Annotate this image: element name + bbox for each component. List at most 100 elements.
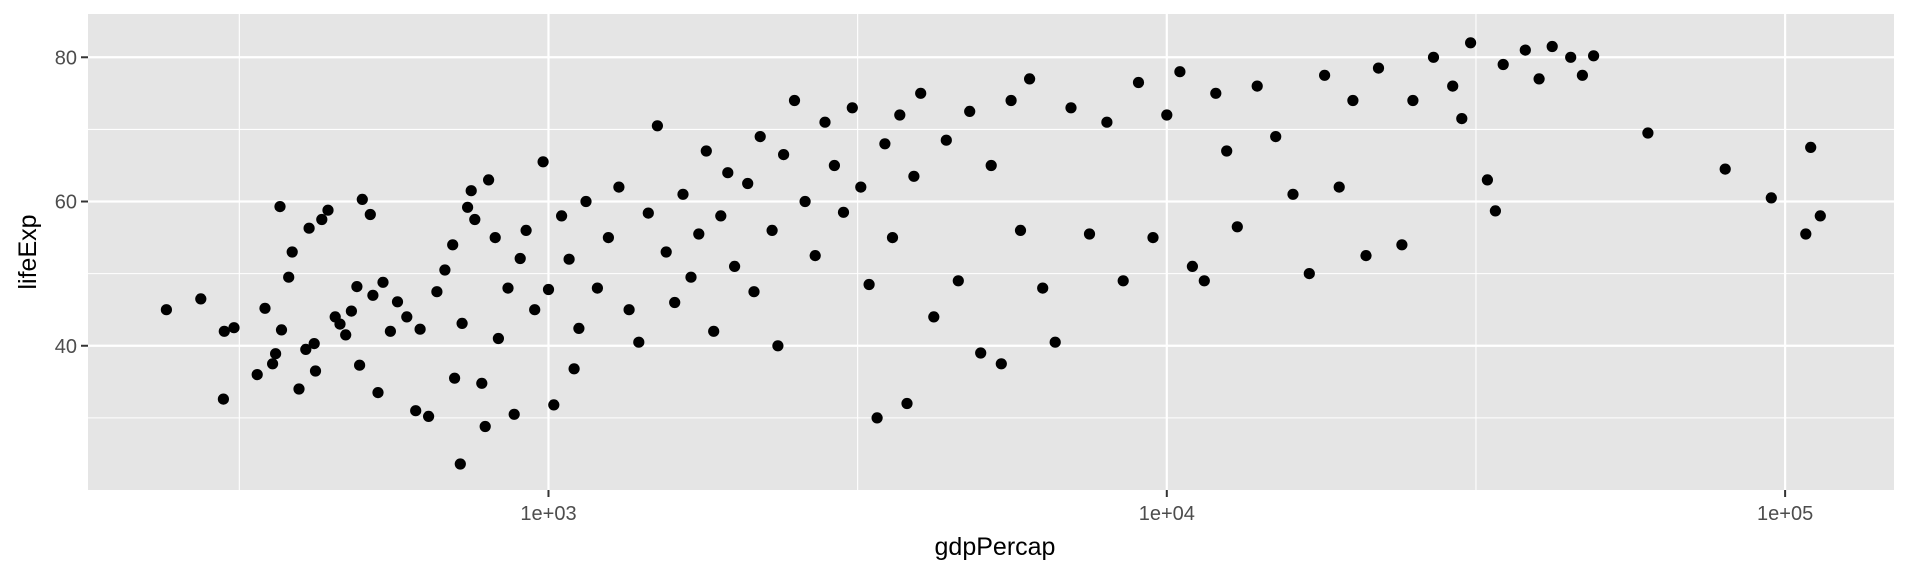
data-point [447, 239, 459, 251]
data-point [928, 311, 940, 323]
data-point [431, 286, 443, 298]
data-point [1497, 58, 1509, 71]
data-point [855, 181, 867, 193]
data-point [439, 264, 451, 276]
data-point [964, 105, 976, 117]
data-point [952, 275, 964, 287]
data-point [542, 283, 555, 296]
data-point [479, 420, 491, 433]
x-axis-title: gdpPercap [935, 533, 1056, 561]
data-point [259, 302, 271, 314]
data-point [651, 120, 664, 132]
data-point [469, 213, 481, 226]
data-point [462, 201, 474, 213]
data-point [334, 318, 346, 330]
data-point [508, 408, 520, 420]
data-point [1270, 131, 1282, 143]
data-point [160, 304, 172, 316]
data-point [772, 340, 784, 352]
data-point [685, 271, 697, 283]
data-point [602, 232, 615, 244]
data-point [1287, 188, 1299, 200]
data-point [529, 304, 541, 316]
data-point [1251, 80, 1263, 92]
data-point [218, 325, 230, 337]
data-point [1065, 102, 1077, 114]
data-point [340, 329, 352, 341]
data-point [1198, 275, 1210, 287]
data-point [580, 195, 592, 208]
data-point [410, 405, 422, 417]
data-point [465, 185, 477, 197]
data-point [863, 278, 875, 291]
data-point [1360, 250, 1372, 262]
data-point [303, 222, 315, 234]
data-point [1049, 336, 1061, 348]
data-point [1576, 69, 1588, 81]
data-point [322, 204, 334, 216]
data-point [766, 224, 778, 236]
data-point [1161, 109, 1173, 121]
data-point [879, 138, 891, 150]
data-point [286, 246, 298, 258]
data-point [633, 336, 645, 348]
data-point [351, 281, 363, 293]
data-point [423, 410, 435, 422]
data-point [1221, 145, 1233, 157]
data-point [548, 399, 560, 411]
data-point [217, 393, 229, 405]
data-point [300, 343, 312, 355]
data-point [623, 304, 635, 316]
data-point [1186, 260, 1198, 272]
data-point [372, 387, 384, 399]
x-tick-label: 1e+03 [520, 503, 576, 525]
data-point [894, 109, 906, 121]
x-tick-label: 1e+04 [1139, 503, 1195, 525]
data-point [364, 208, 376, 221]
data-point [1024, 73, 1036, 85]
data-point [1546, 40, 1558, 53]
data-point [1083, 228, 1096, 240]
data-point [940, 134, 952, 146]
data-point [799, 195, 811, 208]
y-tick-label: 80 [55, 47, 77, 69]
data-point [1231, 221, 1243, 233]
data-point [267, 358, 279, 370]
data-point [985, 159, 997, 172]
data-point [715, 210, 727, 222]
data-point [1447, 80, 1459, 92]
data-point [591, 282, 604, 294]
data-point [308, 338, 320, 350]
data-point [377, 276, 389, 288]
data-point [316, 213, 328, 226]
data-point [1303, 268, 1315, 280]
data-point [809, 250, 821, 262]
data-point [492, 332, 504, 345]
data-point [975, 347, 987, 359]
data-point [1372, 62, 1385, 74]
data-point [700, 145, 712, 157]
data-point [754, 131, 766, 143]
data-point [537, 156, 549, 168]
y-tick-label: 40 [55, 336, 77, 358]
data-points [160, 37, 1826, 470]
data-point [819, 116, 831, 128]
data-point [345, 305, 357, 317]
data-point [1147, 232, 1159, 244]
data-point [871, 412, 883, 424]
data-point [677, 188, 689, 200]
data-point [1407, 94, 1419, 107]
data-point [1037, 282, 1049, 294]
data-point [1805, 141, 1817, 153]
data-point [748, 286, 760, 298]
plot-panel [88, 14, 1894, 490]
data-point [1319, 69, 1331, 81]
data-point [1481, 174, 1493, 186]
data-point [384, 325, 396, 337]
data-point [476, 377, 488, 389]
data-point [1533, 73, 1545, 85]
data-point [401, 311, 413, 323]
data-point [1005, 94, 1017, 107]
